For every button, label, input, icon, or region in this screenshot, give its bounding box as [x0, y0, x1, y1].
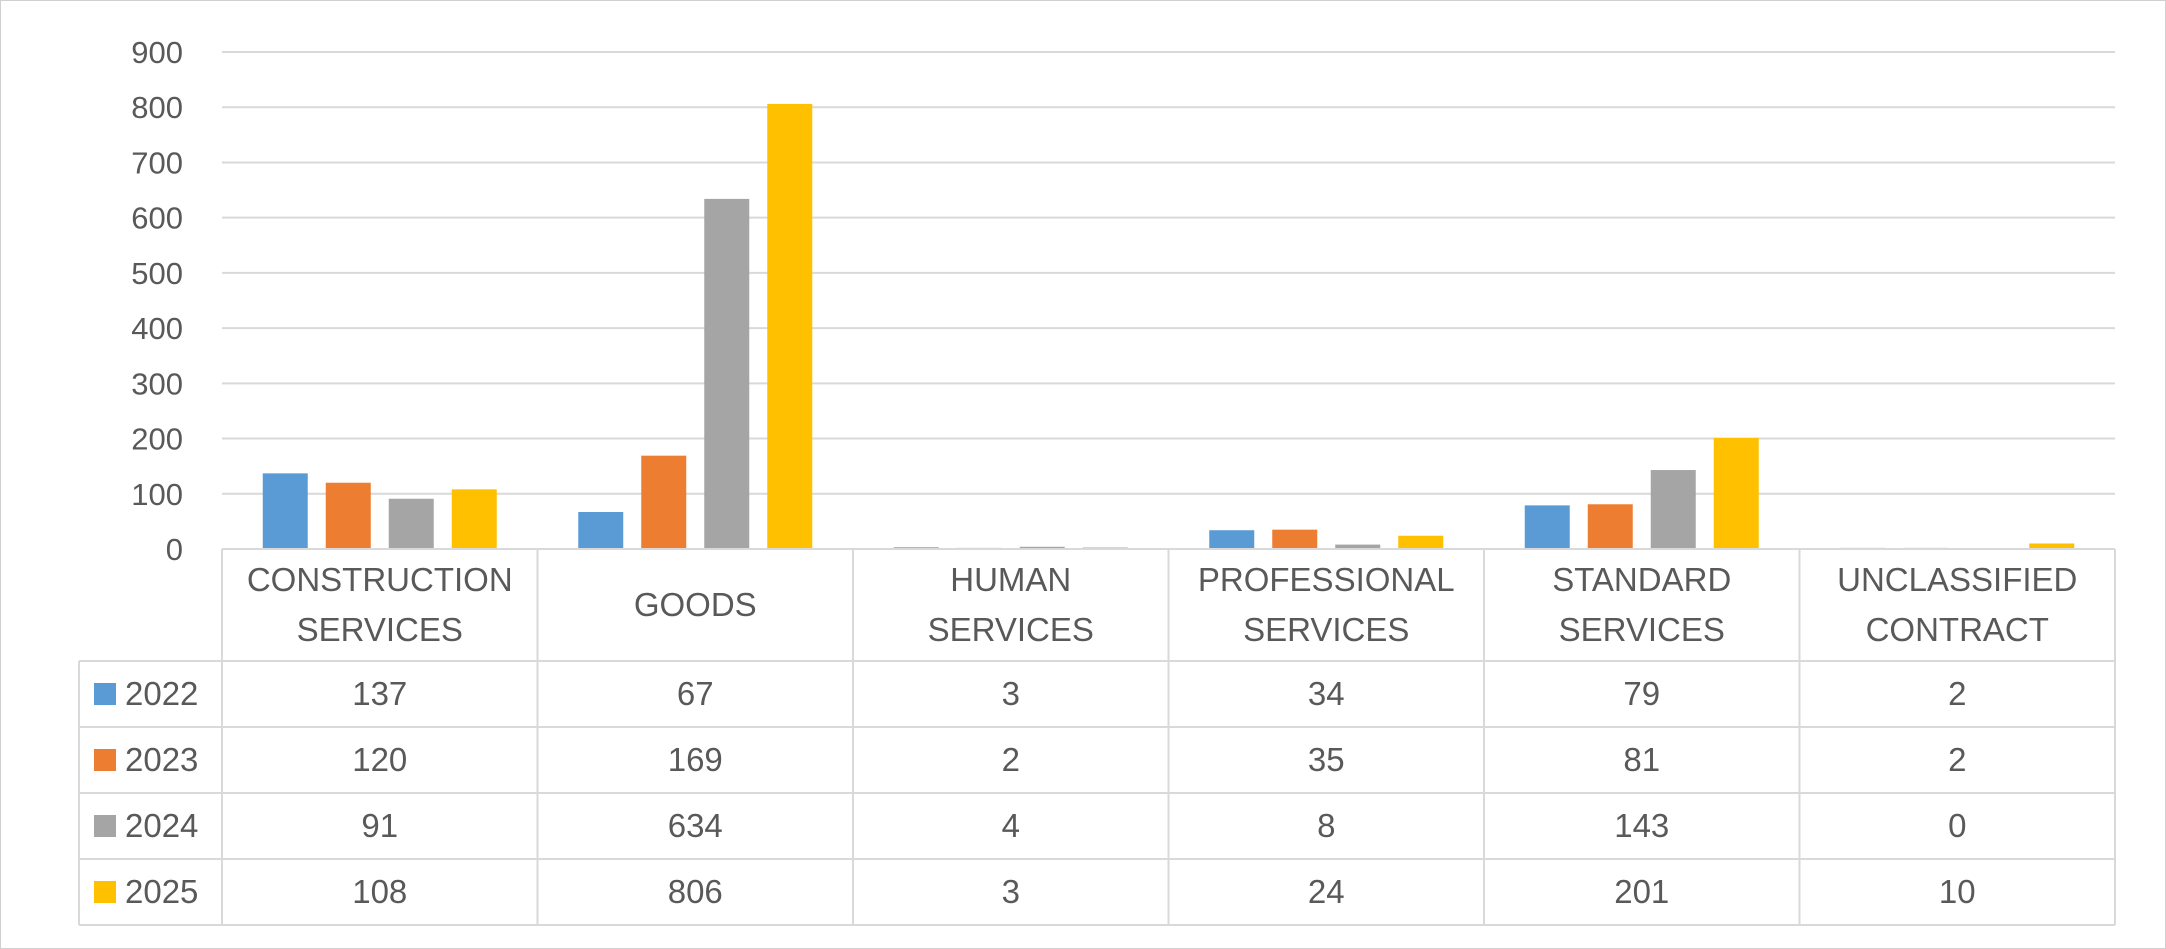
table-cell-value: 0 [1948, 807, 1966, 844]
category-label: SERVICES [928, 611, 1094, 648]
table-cell-value: 91 [361, 807, 398, 844]
table-cell-value: 3 [1002, 873, 1020, 910]
category-label: CONSTRUCTION [247, 561, 513, 598]
bars [262, 103, 2075, 550]
table-cell-value: 120 [352, 741, 407, 778]
table-cell-value: 169 [668, 741, 723, 778]
table-cell-value: 10 [1939, 873, 1976, 910]
bar-2025-4 [1713, 438, 1759, 549]
table-cell-value: 2 [1002, 741, 1020, 778]
data-table: CONSTRUCTION SERVICES GOODS HUMAN SERVICES PR… [78, 548, 2116, 926]
category-label: STANDARD [1552, 561, 1731, 598]
legend-key-2025 [94, 881, 116, 903]
bar-2022-4 [1524, 505, 1570, 549]
bar-2023-0 [325, 482, 371, 549]
y-tick-label: 0 [166, 532, 183, 567]
table-cell-value: 3 [1002, 675, 1020, 712]
category-label: SERVICES [1559, 611, 1725, 648]
bar-2025-3 [1398, 535, 1444, 549]
table-cell-value: 4 [1002, 807, 1020, 844]
y-tick-label: 700 [131, 145, 183, 180]
table-cell-value: 8 [1317, 807, 1335, 844]
y-tick-label: 600 [131, 201, 183, 236]
bar-2024-3 [1335, 544, 1381, 549]
bar-2023-3 [1272, 529, 1318, 549]
bar-2025-1 [767, 103, 813, 550]
bar-2022-1 [578, 512, 624, 549]
bar-2024-4 [1650, 470, 1696, 549]
category-label: HUMAN [950, 561, 1071, 598]
bar-2022-3 [1209, 530, 1255, 549]
table-cell-value: 24 [1308, 873, 1345, 910]
table-cell-value: 108 [352, 873, 407, 910]
category-label: PROFESSIONAL [1198, 561, 1455, 598]
table-cell-value: 79 [1623, 675, 1660, 712]
y-tick-label: 200 [131, 422, 183, 457]
category-label: GOODS [634, 586, 757, 623]
y-tick-label: 300 [131, 366, 183, 401]
bar-2025-5 [2029, 543, 2075, 549]
legend-label: 2022 [125, 675, 198, 712]
category-label: SERVICES [1243, 611, 1409, 648]
gridlines [222, 51, 2115, 550]
legend-label: 2025 [125, 873, 198, 910]
legend-label: 2024 [125, 807, 198, 844]
y-tick-label: 800 [131, 90, 183, 125]
y-tick-label: 500 [131, 256, 183, 291]
legend-key-2024 [94, 815, 116, 837]
legend-key-2022 [94, 683, 116, 705]
category-label: UNCLASSIFIED [1837, 561, 2077, 598]
bar-2024-1 [704, 198, 750, 549]
table-cell-value: 634 [668, 807, 723, 844]
bar-2023-1 [641, 455, 687, 549]
legend-label: 2023 [125, 741, 198, 778]
table-cell-value: 143 [1614, 807, 1669, 844]
legend-key-2023 [94, 749, 116, 771]
table-cell-value: 81 [1623, 741, 1660, 778]
table-cell-value: 137 [352, 675, 407, 712]
bar-2025-0 [451, 489, 497, 549]
table-cell-value: 806 [668, 873, 723, 910]
table-cell-value: 2 [1948, 741, 1966, 778]
table-cell-value: 35 [1308, 741, 1345, 778]
table-cell-value: 67 [677, 675, 714, 712]
bar-2024-0 [388, 498, 434, 549]
table-cell-value: 34 [1308, 675, 1345, 712]
bar-2023-4 [1587, 504, 1633, 549]
y-tick-label: 100 [131, 477, 183, 512]
table-cell-value: 201 [1614, 873, 1669, 910]
category-label: SERVICES [297, 611, 463, 648]
y-tick-label: 900 [131, 35, 183, 70]
y-tick-label: 400 [131, 311, 183, 346]
bar-2022-0 [262, 473, 308, 549]
category-label: CONTRACT [1866, 611, 2049, 648]
table-cell-value: 2 [1948, 675, 1966, 712]
bar-2024-2 [1019, 546, 1065, 549]
y-axis-tick-labels: 0 100 200 300 400 500 600 700 800 900 [131, 35, 183, 567]
